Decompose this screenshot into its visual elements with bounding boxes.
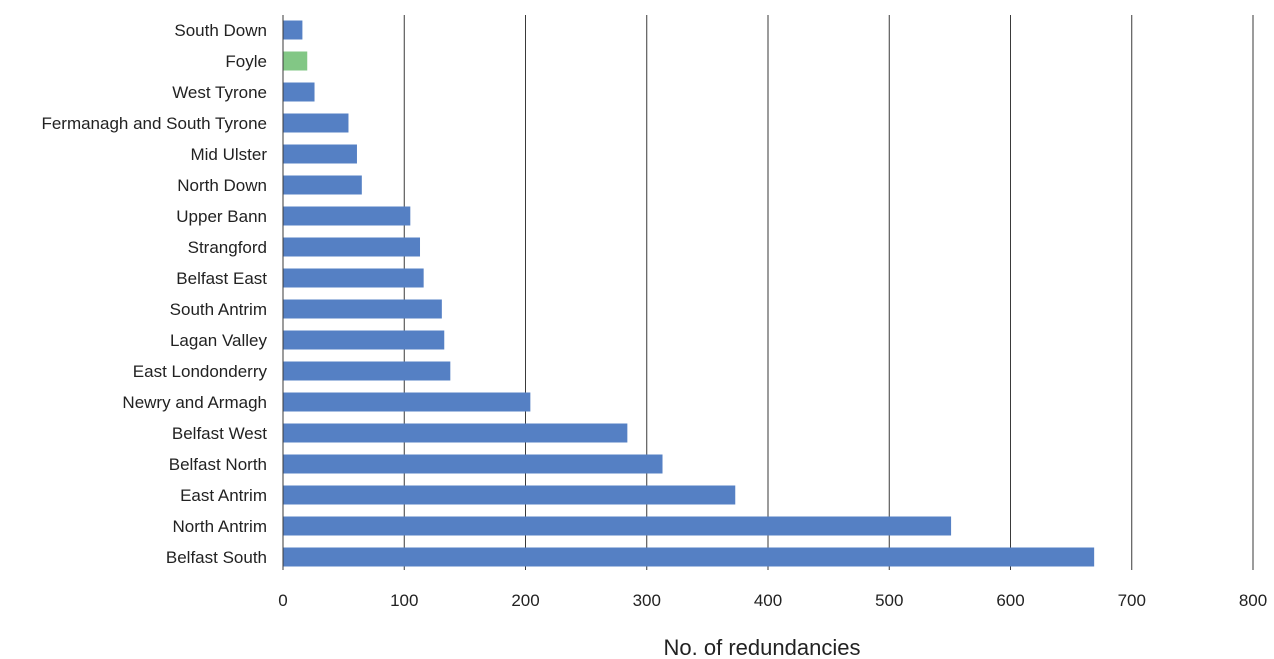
bar — [283, 20, 303, 40]
category-labels: South Down Foyle West Tyrone Fermanagh and … — [41, 21, 267, 567]
x-tick-label: 400 — [754, 591, 782, 610]
x-tick-label: 500 — [875, 591, 903, 610]
category-label: Belfast East — [176, 269, 267, 288]
bar — [283, 392, 531, 412]
category-label: North Antrim — [173, 517, 267, 536]
category-label: South Down — [174, 21, 267, 40]
bar — [283, 82, 315, 102]
x-axis-title: No. of redundancies — [664, 635, 861, 659]
category-label: East Antrim — [180, 486, 267, 505]
category-label: Upper Bann — [176, 207, 267, 226]
category-label: West Tyrone — [172, 83, 267, 102]
bar — [283, 206, 411, 226]
bar — [283, 175, 362, 195]
bars — [283, 20, 1095, 567]
x-tick-label: 700 — [1118, 591, 1146, 610]
category-label: Newry and Armagh — [122, 393, 267, 412]
category-label: South Antrim — [170, 300, 267, 319]
bar — [283, 268, 424, 288]
bar — [283, 51, 308, 71]
x-tick-label: 100 — [390, 591, 418, 610]
category-label: Lagan Valley — [170, 331, 268, 350]
gridlines — [403, 15, 1254, 570]
category-label: North Down — [177, 176, 267, 195]
bar — [283, 547, 1095, 567]
bar — [283, 330, 445, 350]
bar — [283, 485, 736, 505]
x-tick-label: 200 — [511, 591, 539, 610]
x-tick-label: 800 — [1239, 591, 1267, 610]
bar — [283, 361, 451, 381]
x-tick-label: 0 — [278, 591, 287, 610]
x-tick-label: 300 — [633, 591, 661, 610]
category-label: Fermanagh and South Tyrone — [41, 114, 267, 133]
bar — [283, 113, 349, 133]
category-label: Belfast South — [166, 548, 267, 567]
bar — [283, 516, 952, 536]
bar — [283, 299, 442, 319]
category-label: Mid Ulster — [190, 145, 267, 164]
category-label: Belfast North — [169, 455, 267, 474]
bar — [283, 454, 663, 474]
category-label: East Londonderry — [133, 362, 268, 381]
category-label: Strangford — [188, 238, 267, 257]
bar — [283, 423, 628, 443]
bar — [283, 237, 421, 257]
category-label: Foyle — [225, 52, 267, 71]
x-tick-labels: 0 100 200 300 400 500 600 700 800 — [278, 591, 1267, 610]
bar — [283, 144, 357, 164]
category-label: Belfast West — [172, 424, 267, 443]
x-tick-label: 600 — [996, 591, 1024, 610]
